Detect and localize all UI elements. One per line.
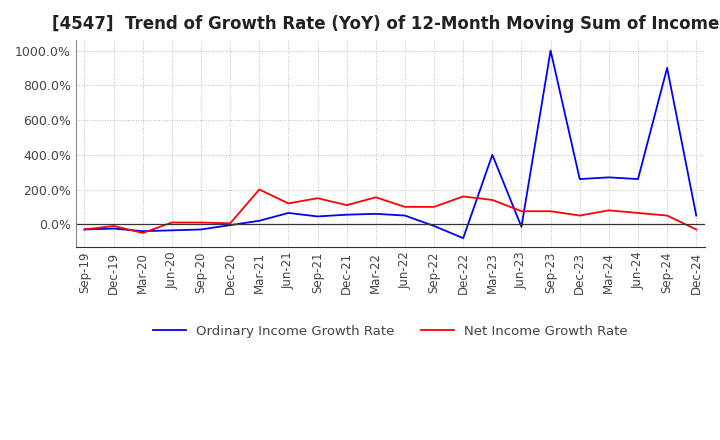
Net Income Growth Rate: [284, 201, 293, 206]
Net Income Growth Rate: [226, 221, 235, 226]
Net Income Growth Rate: [342, 202, 351, 208]
Ordinary Income Growth Rate: [197, 227, 205, 232]
Ordinary Income Growth Rate: [400, 213, 409, 218]
Ordinary Income Growth Rate: [372, 211, 380, 216]
Ordinary Income Growth Rate: [663, 65, 672, 70]
Ordinary Income Growth Rate: [488, 152, 497, 158]
Ordinary Income Growth Rate: [138, 228, 147, 234]
Net Income Growth Rate: [80, 227, 89, 232]
Net Income Growth Rate: [634, 210, 642, 216]
Net Income Growth Rate: [605, 208, 613, 213]
Net Income Growth Rate: [692, 227, 701, 232]
Ordinary Income Growth Rate: [313, 214, 322, 219]
Ordinary Income Growth Rate: [517, 224, 526, 230]
Net Income Growth Rate: [313, 195, 322, 201]
Ordinary Income Growth Rate: [692, 213, 701, 218]
Net Income Growth Rate: [459, 194, 467, 199]
Net Income Growth Rate: [488, 197, 497, 202]
Ordinary Income Growth Rate: [109, 226, 118, 231]
Net Income Growth Rate: [109, 224, 118, 229]
Ordinary Income Growth Rate: [430, 224, 438, 229]
Ordinary Income Growth Rate: [634, 176, 642, 182]
Net Income Growth Rate: [546, 209, 555, 214]
Ordinary Income Growth Rate: [80, 227, 89, 232]
Ordinary Income Growth Rate: [575, 176, 584, 182]
Ordinary Income Growth Rate: [168, 227, 176, 233]
Net Income Growth Rate: [663, 213, 672, 218]
Line: Net Income Growth Rate: Net Income Growth Rate: [84, 190, 696, 233]
Net Income Growth Rate: [197, 220, 205, 225]
Net Income Growth Rate: [168, 220, 176, 225]
Ordinary Income Growth Rate: [605, 175, 613, 180]
Net Income Growth Rate: [255, 187, 264, 192]
Net Income Growth Rate: [372, 194, 380, 200]
Net Income Growth Rate: [138, 230, 147, 235]
Net Income Growth Rate: [517, 209, 526, 214]
Line: Ordinary Income Growth Rate: Ordinary Income Growth Rate: [84, 51, 696, 238]
Ordinary Income Growth Rate: [459, 235, 467, 241]
Ordinary Income Growth Rate: [342, 212, 351, 217]
Legend: Ordinary Income Growth Rate, Net Income Growth Rate: Ordinary Income Growth Rate, Net Income …: [148, 319, 634, 343]
Ordinary Income Growth Rate: [284, 210, 293, 216]
Net Income Growth Rate: [400, 204, 409, 209]
Net Income Growth Rate: [430, 204, 438, 209]
Ordinary Income Growth Rate: [226, 223, 235, 228]
Ordinary Income Growth Rate: [255, 218, 264, 224]
Title: [4547]  Trend of Growth Rate (YoY) of 12-Month Moving Sum of Incomes: [4547] Trend of Growth Rate (YoY) of 12-…: [52, 15, 720, 33]
Ordinary Income Growth Rate: [546, 48, 555, 53]
Net Income Growth Rate: [575, 213, 584, 218]
